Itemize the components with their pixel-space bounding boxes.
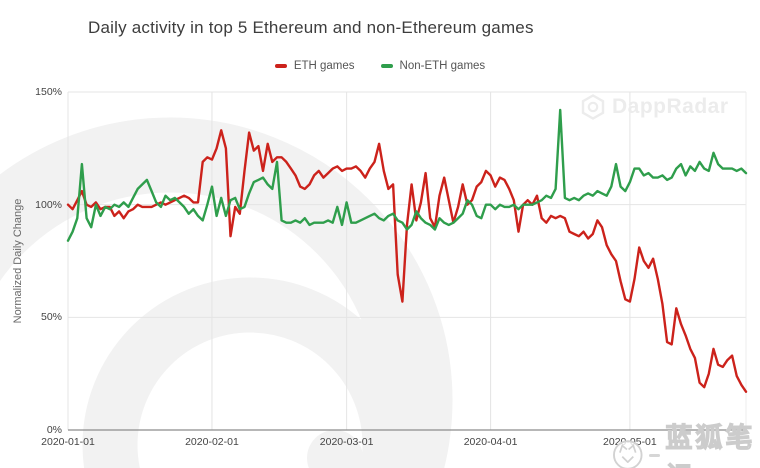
x-tick-label: 2020-01-01 [41, 436, 95, 448]
bluefox-dash-icon [648, 453, 661, 457]
plot-svg [66, 91, 748, 431]
series-line-non-eth-games [66, 108, 748, 242]
plot-area: 0% 50% 100% 150% 2020-01-01 2020-02-01 2020-03… [35, 86, 748, 448]
x-tick-label: 2020-03-01 [319, 436, 374, 448]
bluefox-watermark-text: 蓝狐笔记 [665, 422, 756, 468]
bluefox-logo: 蓝狐笔记 [612, 416, 760, 468]
chart-legend: ETH games Non-ETH games [0, 60, 760, 72]
y-tick-label: 0% [46, 424, 62, 436]
dappradar-watermark-text: DappRadar [612, 95, 729, 118]
y-tick-label: 100% [35, 198, 62, 211]
y-axis-title: Normalized Daily Change [12, 198, 24, 324]
dappradar-watermark: DappRadar [580, 94, 729, 120]
fox-icon [613, 440, 643, 468]
y-tick-label: 150% [35, 86, 62, 98]
legend-item-non-eth-games: Non-ETH games [380, 60, 486, 72]
y-tick-label: 50% [40, 311, 62, 324]
chart-title: Daily activity in top 5 Ethereum and non… [88, 18, 534, 37]
non-eth-games-line-marker-icon [380, 64, 393, 68]
x-tick-label: 2020-02-01 [185, 436, 239, 448]
legend-label-eth-games: ETH games [293, 60, 355, 72]
legend-item-eth-games: ETH games [274, 60, 355, 72]
series-line-eth-games [66, 129, 748, 393]
dappradar-hexagon-icon [581, 94, 605, 120]
legend-label-non-eth-games: Non-ETH games [399, 60, 486, 72]
eth-games-line-marker-icon [274, 64, 287, 68]
x-tick-label: 2020-04-01 [463, 436, 518, 448]
